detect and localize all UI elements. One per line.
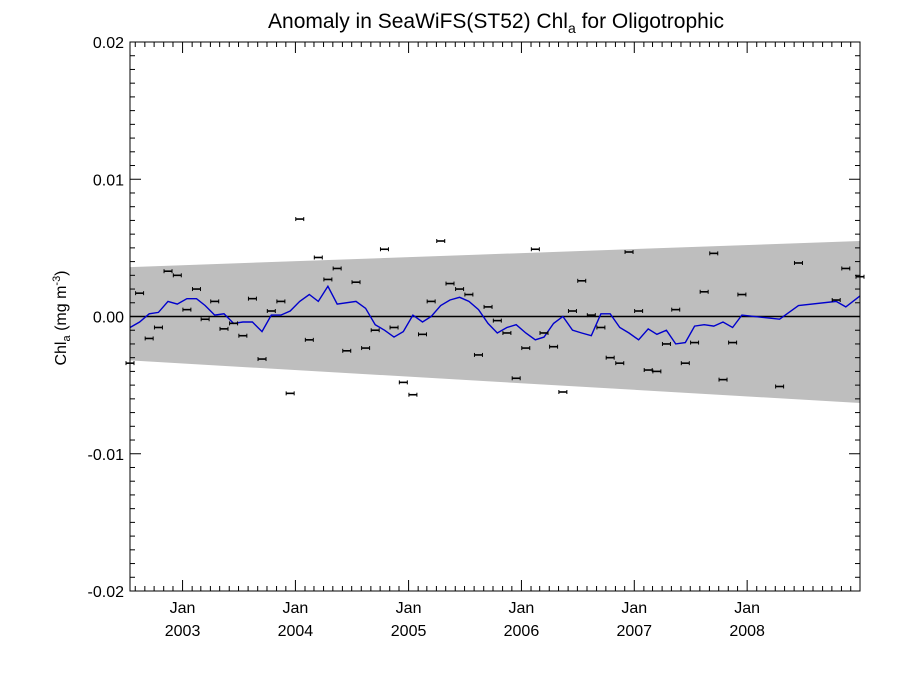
data-point xyxy=(135,291,145,296)
data-point xyxy=(398,380,408,385)
data-point xyxy=(530,247,540,252)
data-point xyxy=(408,392,418,397)
data-point xyxy=(737,292,747,297)
data-point xyxy=(426,299,436,304)
data-point xyxy=(661,341,671,346)
data-point xyxy=(605,355,615,360)
x-tick-month-label: Jan xyxy=(734,600,760,617)
data-point xyxy=(643,368,653,373)
data-point xyxy=(276,299,286,304)
data-point xyxy=(379,247,389,252)
data-point xyxy=(200,317,210,322)
data-point xyxy=(417,332,427,337)
data-point xyxy=(709,251,719,256)
data-point xyxy=(699,289,709,294)
data-point xyxy=(389,325,399,330)
x-tick-year-label: 2005 xyxy=(391,623,427,640)
data-point xyxy=(323,277,333,282)
data-point xyxy=(793,260,803,265)
y-axis-label: Chla (mg m-3) xyxy=(51,270,73,365)
smoothed-series-line xyxy=(129,284,861,345)
data-point xyxy=(295,217,305,222)
data-point xyxy=(634,309,644,314)
data-point xyxy=(680,361,690,366)
data-point xyxy=(304,337,314,342)
data-point xyxy=(210,299,220,304)
data-point xyxy=(690,340,700,345)
data-point xyxy=(521,346,531,351)
data-point xyxy=(615,361,625,366)
data-point xyxy=(492,318,502,323)
data-point xyxy=(671,307,681,312)
data-point xyxy=(361,346,371,351)
data-point xyxy=(558,389,568,394)
x-tick-month-label: Jan xyxy=(621,600,647,617)
data-point xyxy=(445,281,455,286)
data-point xyxy=(247,296,257,301)
x-tick-year-label: 2007 xyxy=(616,623,652,640)
data-point xyxy=(332,266,342,271)
data-point xyxy=(549,344,559,349)
data-point xyxy=(455,287,465,292)
data-point xyxy=(370,328,380,333)
data-point xyxy=(567,309,577,314)
data-point xyxy=(831,298,841,303)
data-point xyxy=(153,325,163,330)
data-point xyxy=(351,280,361,285)
data-point xyxy=(285,391,295,396)
x-tick-month-label: Jan xyxy=(170,600,196,617)
data-point xyxy=(502,330,512,335)
data-point xyxy=(464,292,474,297)
data-point xyxy=(257,357,267,362)
data-point xyxy=(775,384,785,389)
x-tick-year-label: 2006 xyxy=(504,623,540,640)
data-point xyxy=(841,266,851,271)
data-point xyxy=(238,333,248,338)
y-tick-label: 0.00 xyxy=(93,310,124,327)
data-point xyxy=(718,377,728,382)
data-point xyxy=(473,352,483,357)
y-tick-label: -0.02 xyxy=(88,584,125,601)
data-point xyxy=(624,249,634,254)
data-point xyxy=(577,278,587,283)
data-point xyxy=(539,330,549,335)
data-point xyxy=(172,273,182,278)
y-tick-label: 0.01 xyxy=(93,172,124,189)
data-point xyxy=(586,313,596,318)
data-point xyxy=(596,325,606,330)
x-tick-year-label: 2003 xyxy=(165,623,201,640)
x-tick-month-label: Jan xyxy=(509,600,535,617)
x-tick-year-label: 2008 xyxy=(729,623,765,640)
data-point xyxy=(436,239,446,244)
data-point xyxy=(342,348,352,353)
x-tick-month-label: Jan xyxy=(283,600,309,617)
data-point xyxy=(483,304,493,309)
x-tick-month-label: Jan xyxy=(396,600,422,617)
y-tick-label: -0.01 xyxy=(88,447,125,464)
data-point xyxy=(511,376,521,381)
data-point xyxy=(652,369,662,374)
x-tick-year-label: 2004 xyxy=(278,623,314,640)
data-point xyxy=(191,287,201,292)
data-point xyxy=(229,321,239,326)
data-point xyxy=(163,269,173,274)
data-point xyxy=(313,255,323,260)
y-tick-label: 0.02 xyxy=(93,35,124,52)
data-point xyxy=(182,307,192,312)
data-point xyxy=(219,326,229,331)
chart-title: Anomaly in SeaWiFS(ST52) Chla for Oligot… xyxy=(268,10,724,36)
data-point xyxy=(266,309,276,314)
data-point xyxy=(728,340,738,345)
data-point xyxy=(144,336,154,341)
uncertainty-band xyxy=(130,241,860,403)
